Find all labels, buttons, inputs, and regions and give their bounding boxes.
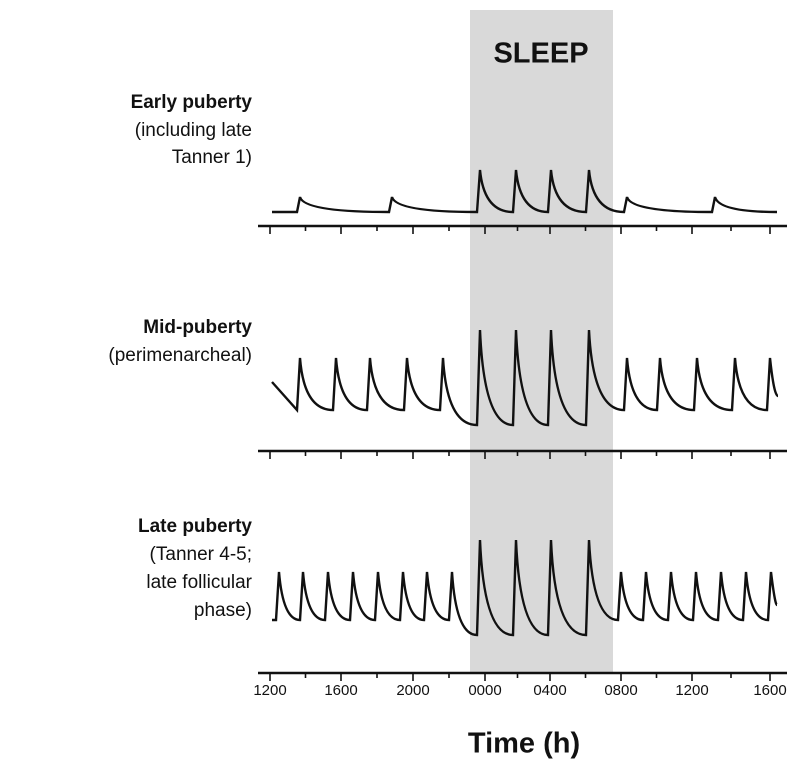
sleep-label: SLEEP	[493, 38, 588, 70]
panel-subtitle: late follicular	[146, 572, 252, 593]
panel-title: Late puberty	[138, 516, 252, 537]
panel-title: Early puberty	[131, 92, 253, 113]
x-tick-label: 0400	[533, 682, 566, 699]
x-tick-label: 2000	[396, 682, 429, 699]
pulse-waveform	[272, 169, 778, 214]
pulse-waveform	[271, 329, 779, 427]
x-tick-label: 1600	[753, 682, 786, 699]
panel-subtitle: (perimenarcheal)	[108, 345, 252, 366]
panel-title: Mid-puberty	[143, 317, 252, 338]
x-tick-label: 1200	[253, 682, 286, 699]
x-tick-label: 0800	[604, 682, 637, 699]
x-tick-label: 1600	[324, 682, 357, 699]
pulse-waveform	[272, 539, 779, 637]
x-tick-label: 1200	[675, 682, 708, 699]
panel-subtitle: Tanner 1)	[172, 147, 252, 168]
panel-subtitle: (including late	[135, 120, 252, 141]
x-tick-label: 0000	[468, 682, 501, 699]
panel-subtitle: (Tanner 4-5;	[150, 544, 252, 565]
x-axis-label: Time (h)	[468, 728, 580, 760]
panel-subtitle: phase)	[194, 600, 252, 621]
